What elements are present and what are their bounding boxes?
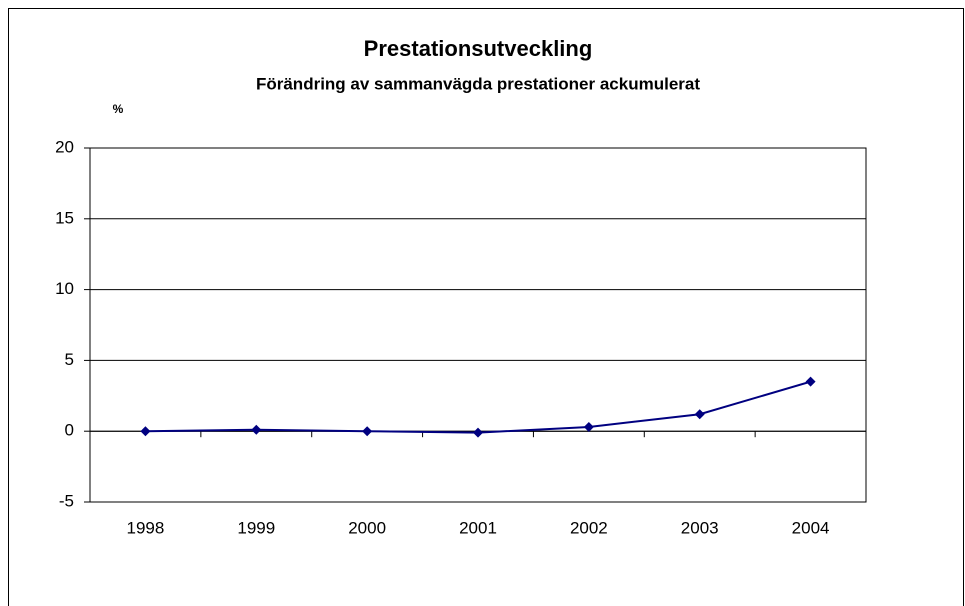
y-tick-label: -5 xyxy=(59,491,74,510)
x-tick-label: 2001 xyxy=(459,518,497,537)
x-tick-label: 2003 xyxy=(681,518,719,537)
chart-frame xyxy=(8,8,964,606)
marker xyxy=(805,376,816,387)
marker xyxy=(362,426,373,437)
y-tick-label: 10 xyxy=(55,279,74,298)
line xyxy=(145,380,811,434)
chart-subtitle: Förändring av sammanvägda prestationer a… xyxy=(256,74,700,93)
x-tick-label: 2000 xyxy=(348,518,386,537)
y-tick-label: 5 xyxy=(65,350,74,369)
marker xyxy=(251,424,262,435)
marker xyxy=(140,426,151,437)
plot-area xyxy=(89,147,867,503)
marker xyxy=(694,409,705,420)
y-tick-label: 20 xyxy=(55,137,74,156)
chart-title: Prestationsutveckling xyxy=(364,36,593,61)
x-tick-label: 1999 xyxy=(237,518,275,537)
y-tick-label: 15 xyxy=(55,208,74,227)
y-tick-label: 0 xyxy=(65,421,74,440)
x-tick-label: 2002 xyxy=(570,518,608,537)
marker xyxy=(583,421,594,432)
marker xyxy=(473,427,483,438)
x-tick-label: 2004 xyxy=(792,518,830,537)
x-tick-label: 1998 xyxy=(127,518,165,537)
y-axis-label: % xyxy=(113,102,124,116)
